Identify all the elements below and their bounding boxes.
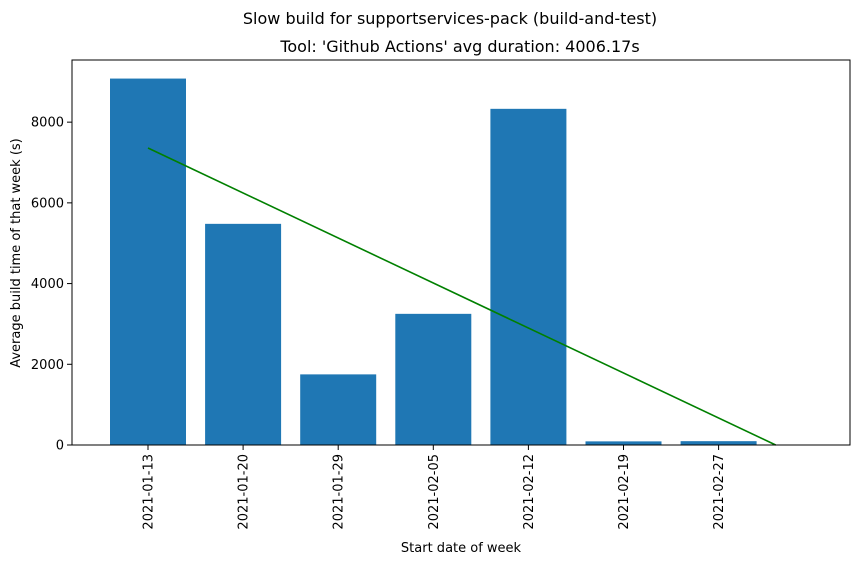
y-tick-label: 0 — [56, 439, 64, 454]
y-tick-label: 4000 — [31, 277, 64, 292]
trend-line-group — [147, 147, 777, 446]
bar-2021-01-20 — [205, 223, 282, 445]
x-axis: 2021-01-13 2021-01-20 2021-01-29 2021-02-05… — [142, 445, 727, 530]
y-tick-label: 6000 — [31, 196, 64, 211]
bar-2021-02-19 — [585, 441, 662, 445]
x-tick-label: 2021-02-27 — [712, 454, 727, 530]
x-tick-label: 2021-01-29 — [332, 454, 347, 530]
x-axis-label: Start date of week — [401, 541, 522, 556]
trend-line — [147, 147, 777, 446]
bar-2021-02-27 — [680, 441, 757, 445]
bar-2021-02-05 — [395, 313, 472, 445]
y-tick-label: 2000 — [31, 358, 64, 373]
bar-2021-02-12 — [490, 108, 567, 445]
x-tick-label: 2021-02-05 — [427, 454, 442, 530]
bars-group — [110, 78, 757, 446]
chart-suptitle: Slow build for supportservices-pack (bui… — [243, 9, 657, 28]
x-tick-label: 2021-01-13 — [142, 454, 157, 530]
y-axis-label: Average build time of that week (s) — [9, 138, 24, 368]
bar-2021-01-29 — [300, 374, 377, 445]
plot-frame — [71, 59, 851, 446]
x-tick-label: 2021-01-20 — [237, 454, 252, 530]
x-tick-label: 2021-02-12 — [522, 454, 537, 530]
y-tick-label: 8000 — [31, 116, 64, 131]
y-axis: 0 2000 4000 6000 8000 — [31, 116, 72, 454]
chart-title: Tool: 'Github Actions' avg duration: 400… — [279, 37, 639, 56]
x-tick-label: 2021-02-19 — [617, 454, 632, 530]
bar-2021-01-13 — [110, 78, 186, 446]
